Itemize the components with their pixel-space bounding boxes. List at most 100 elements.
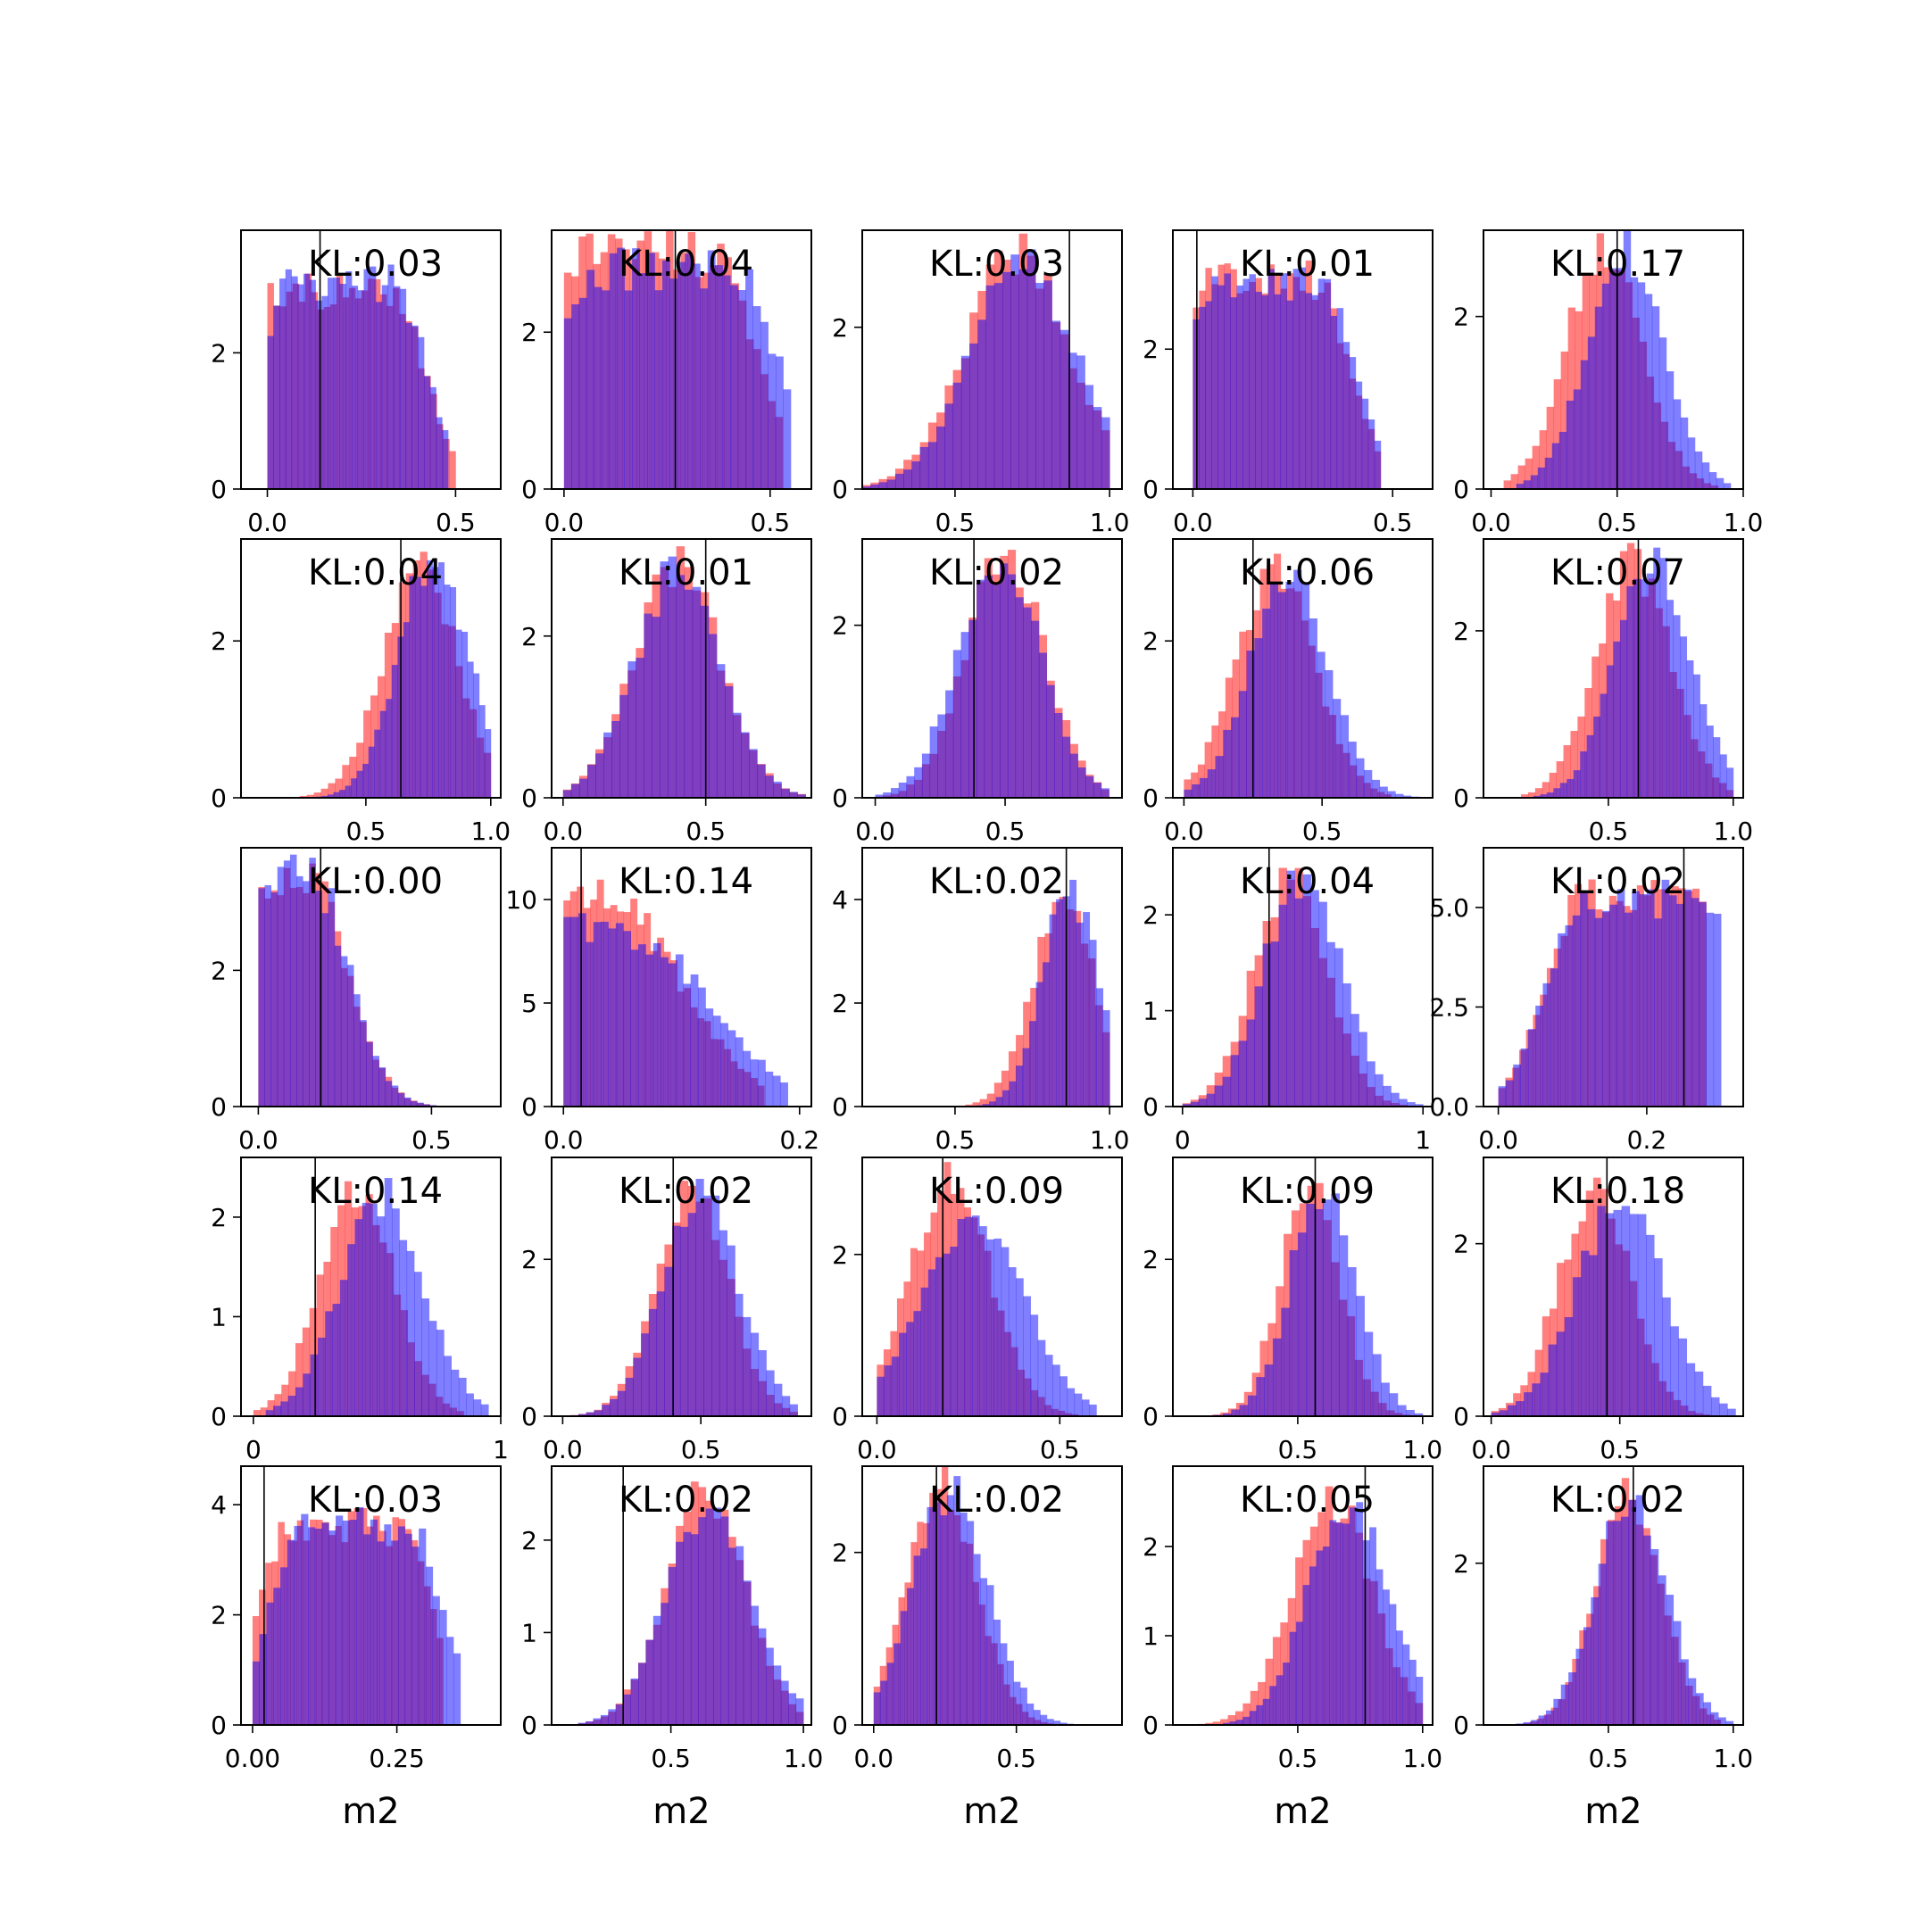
blue-histogram-bar	[436, 418, 442, 489]
blue-histogram-bar	[757, 765, 765, 798]
x-tick-label: 0.5	[1040, 1435, 1080, 1464]
blue-histogram-bar	[769, 353, 777, 489]
blue-histogram-bar	[1700, 704, 1708, 798]
blue-histogram-bar	[587, 765, 595, 798]
blue-histogram-bar	[1640, 894, 1648, 1107]
blue-histogram-bar	[691, 1534, 699, 1725]
x-tick-label: 0.0	[1478, 1125, 1518, 1155]
y-tick-label: 0	[832, 1711, 848, 1740]
y-tick-label: 10	[505, 885, 537, 915]
blue-histogram-bar	[644, 614, 652, 798]
blue-histogram-bar	[717, 664, 725, 798]
y-tick-label: 2	[832, 1240, 848, 1270]
kl-annotation: KL:0.06	[1240, 552, 1375, 593]
blue-histogram-bar	[333, 1304, 341, 1416]
blue-histogram-bar	[980, 1578, 987, 1725]
blue-histogram-bar	[303, 1373, 311, 1416]
blue-histogram-bar	[1350, 357, 1356, 489]
x-tick-label: 1.0	[471, 817, 511, 846]
blue-histogram-bar	[1334, 949, 1342, 1107]
blue-histogram-bar	[407, 1251, 415, 1416]
x-tick-label: 1.0	[1090, 508, 1130, 537]
x-tick-label: 0	[245, 1435, 262, 1464]
blue-histogram-bar	[927, 1507, 934, 1725]
blue-histogram-bar	[297, 285, 303, 489]
blue-histogram-bar	[685, 590, 693, 798]
blue-histogram-bar	[1545, 458, 1552, 489]
blue-histogram-bar	[343, 1521, 350, 1725]
blue-histogram-bar	[426, 1567, 433, 1725]
blue-histogram-bar	[683, 1532, 691, 1725]
blue-histogram-bar	[1349, 742, 1357, 798]
blue-histogram-bar	[1602, 284, 1609, 489]
blue-histogram-bar	[321, 296, 328, 489]
blue-histogram-bar	[727, 1246, 735, 1416]
blue-histogram-bar	[1702, 462, 1709, 489]
blue-histogram-bar	[1016, 597, 1024, 798]
blue-histogram-bar	[1298, 1232, 1307, 1416]
blue-histogram-bar	[653, 943, 661, 1107]
kl-annotation: KL:0.17	[1550, 244, 1685, 285]
blue-histogram-bar	[645, 955, 653, 1107]
blue-histogram-bar	[1709, 472, 1716, 489]
blue-histogram-bar	[1268, 269, 1275, 489]
blue-histogram-bar	[1281, 1308, 1290, 1416]
blue-histogram-bar	[994, 283, 1003, 489]
blue-histogram-bar	[766, 1648, 774, 1725]
y-tick-label: 2	[1143, 335, 1159, 364]
blue-histogram-bar	[1250, 1711, 1257, 1725]
y-tick-label: 2	[1453, 1230, 1469, 1259]
blue-histogram-bar	[461, 632, 468, 798]
blue-histogram-bar	[1524, 480, 1531, 489]
blue-histogram-bar	[473, 674, 479, 798]
blue-histogram-bar	[1031, 1314, 1039, 1416]
blue-histogram-bar	[1573, 1277, 1582, 1416]
blue-histogram-bar	[1711, 1712, 1719, 1725]
blue-histogram-bar	[1676, 904, 1684, 1107]
blue-histogram-bar	[1359, 1032, 1367, 1107]
x-tick-label: 0.25	[369, 1744, 424, 1773]
blue-histogram-bar	[943, 1254, 951, 1416]
blue-histogram-bar	[356, 1507, 363, 1725]
blue-histogram-bar	[1631, 278, 1638, 489]
blue-histogram-bar	[974, 1554, 981, 1725]
blue-histogram-bar	[1278, 592, 1286, 798]
x-tick-label: 0.5	[436, 508, 476, 537]
blue-histogram-bar	[677, 262, 686, 489]
blue-histogram-bar	[1303, 875, 1311, 1107]
x-tick-label: 0.0	[1173, 508, 1213, 537]
blue-histogram-bar	[1416, 1677, 1423, 1725]
blue-histogram-bar	[1262, 609, 1270, 798]
blue-histogram-bar	[1318, 278, 1325, 489]
blue-histogram-bar	[1516, 1401, 1525, 1416]
blue-histogram-bar	[1090, 940, 1097, 1107]
blue-histogram-bar	[1224, 273, 1230, 489]
blue-histogram-bar	[400, 289, 406, 489]
y-tick-label: 0	[1453, 784, 1469, 813]
blue-histogram-bar	[1256, 292, 1262, 489]
blue-histogram-bar	[436, 1330, 445, 1416]
blue-histogram-bar	[706, 1509, 714, 1725]
blue-histogram-bar	[1532, 1383, 1541, 1416]
blue-histogram-bar	[1240, 1405, 1249, 1416]
blue-histogram-bar	[1060, 330, 1069, 489]
blue-histogram-bar	[1000, 563, 1008, 798]
y-tick-label: 2	[832, 1538, 848, 1568]
blue-histogram-bar	[571, 784, 579, 798]
blue-histogram-bar	[1348, 1267, 1357, 1416]
blue-histogram-bar	[1713, 737, 1720, 798]
blue-histogram-bar	[414, 1272, 422, 1416]
blue-histogram-bar	[996, 1097, 1003, 1107]
blue-histogram-bar	[1696, 1693, 1704, 1725]
blue-histogram-bar	[1318, 902, 1326, 1107]
blue-histogram-bar	[370, 1204, 378, 1416]
blue-histogram-bar	[474, 1399, 482, 1416]
y-tick-label: 2	[1143, 626, 1159, 656]
blue-histogram-bar	[1364, 770, 1372, 798]
blue-histogram-bar	[1306, 293, 1312, 489]
blue-histogram-bar	[1680, 636, 1687, 798]
blue-histogram-bar	[1609, 905, 1617, 1107]
blue-histogram-bar	[325, 1311, 333, 1416]
